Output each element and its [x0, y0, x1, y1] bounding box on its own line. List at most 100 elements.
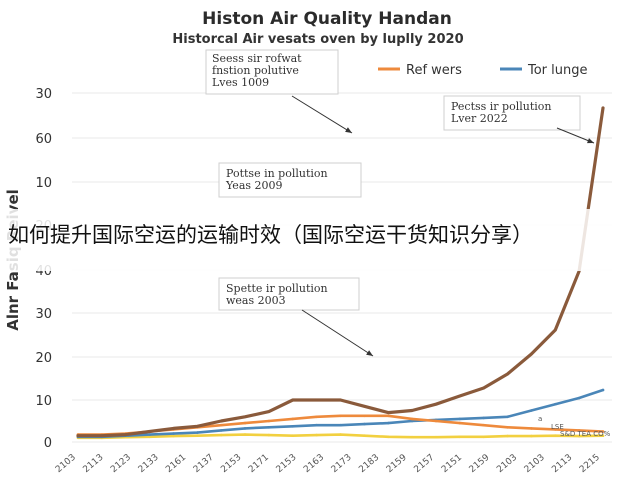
data-point — [434, 419, 438, 423]
data-point — [554, 402, 557, 406]
data-point — [506, 372, 509, 376]
data-point — [601, 430, 605, 433]
data-point — [601, 106, 605, 110]
legend-label: Ref wers — [406, 63, 462, 78]
data-point — [482, 435, 486, 439]
data-point — [196, 434, 199, 438]
x-tick-label: 2103 — [495, 453, 519, 475]
y-tick-label: 10 — [35, 394, 52, 409]
data-point — [386, 414, 390, 418]
x-tick-label: 2159 — [385, 452, 409, 475]
data-point — [219, 419, 223, 423]
data-point — [219, 423, 223, 427]
data-point — [243, 415, 247, 419]
data-point — [196, 425, 199, 428]
data-point — [530, 352, 533, 356]
data-point — [243, 427, 247, 430]
annotation-arrow — [301, 309, 374, 357]
data-point — [601, 388, 605, 392]
annotation-text: Lver 2022 — [451, 112, 508, 125]
annotation-text: Yeas 2009 — [225, 179, 283, 192]
x-tick-label: 2161 — [164, 453, 188, 475]
data-point — [291, 425, 295, 428]
y-tick-label: 20 — [35, 351, 52, 366]
data-point — [363, 434, 366, 438]
data-point — [339, 414, 342, 418]
data-point — [386, 421, 390, 425]
data-point — [482, 423, 486, 427]
annotation-box — [218, 162, 362, 198]
data-point — [363, 405, 366, 408]
annotation-arrowhead — [587, 138, 594, 144]
x-tick-label: 2157 — [412, 453, 436, 475]
data-point — [339, 433, 342, 436]
x-tick-label: 2215 — [578, 453, 602, 475]
data-point — [219, 429, 223, 432]
data-point — [506, 426, 509, 429]
annotation-box — [205, 49, 339, 95]
annotation-text: Pectss ir pollution — [451, 100, 552, 113]
data-point — [530, 434, 533, 438]
annotation-box — [218, 277, 360, 311]
data-point — [315, 433, 318, 437]
data-point — [554, 428, 557, 431]
annotation-text: fnstion polutive — [212, 64, 299, 77]
data-point — [291, 417, 295, 421]
data-point — [482, 416, 486, 420]
data-point — [363, 414, 366, 418]
data-point — [458, 421, 462, 425]
series-line — [76, 106, 605, 438]
x-tick-label: 2113 — [550, 453, 574, 475]
data-point — [148, 435, 151, 439]
annotation-text: Pottse in pollution — [226, 167, 328, 180]
x-tick-label: 2173 — [330, 453, 354, 475]
annotation-arrowhead — [345, 127, 352, 133]
x-tick-labels: 2103 2113 2123 2133 2161 2137 2153 2171 2153 2163… — [54, 452, 602, 475]
data-point — [434, 435, 438, 439]
data-point — [243, 433, 247, 436]
x-tick-label: 2133 — [137, 453, 161, 475]
x-tick-label: 2137 — [192, 453, 216, 475]
data-point — [577, 434, 581, 438]
series-lines — [76, 106, 605, 440]
data-point — [148, 430, 151, 433]
x-tick-label: 2113 — [82, 453, 106, 475]
data-point — [291, 398, 295, 402]
x-tick-label: 2153 — [275, 453, 299, 475]
data-point — [577, 429, 581, 432]
data-point — [148, 433, 151, 436]
data-point — [267, 419, 271, 423]
data-point — [410, 409, 414, 412]
y-tick-label: 0 — [44, 436, 52, 451]
annotation-arrowhead — [366, 350, 373, 356]
annotation-arrow — [291, 95, 353, 134]
y-tick-label: 60 — [35, 132, 52, 147]
data-point — [124, 433, 127, 436]
y-tick-label: 10 — [35, 176, 52, 191]
data-point — [196, 431, 199, 434]
data-point — [506, 434, 509, 438]
data-point — [410, 419, 414, 423]
data-point — [219, 433, 223, 437]
corner-mark: LSE — [551, 423, 564, 431]
data-point — [410, 435, 414, 439]
data-point — [363, 422, 366, 426]
overlay-banner-text: 如何提升国际空运的运输时效（国际空运干货知识分享） — [8, 223, 533, 247]
data-point — [577, 396, 581, 400]
x-tick-label: 2159 — [468, 452, 492, 475]
data-point — [172, 427, 175, 430]
annotation-arrow — [556, 127, 595, 144]
data-point — [267, 426, 271, 429]
corner-mark: a — [538, 415, 542, 423]
chart-title: Histon Air Quality Handan — [202, 9, 452, 29]
data-point — [530, 427, 533, 430]
x-tick-label: 2123 — [109, 453, 133, 475]
data-point — [458, 435, 462, 439]
data-point — [315, 423, 318, 427]
annotation-text: weas 2003 — [226, 294, 286, 307]
legend-label: Tor lunge — [527, 63, 588, 78]
data-point — [458, 417, 462, 421]
data-point — [386, 435, 390, 439]
data-point — [100, 434, 104, 438]
